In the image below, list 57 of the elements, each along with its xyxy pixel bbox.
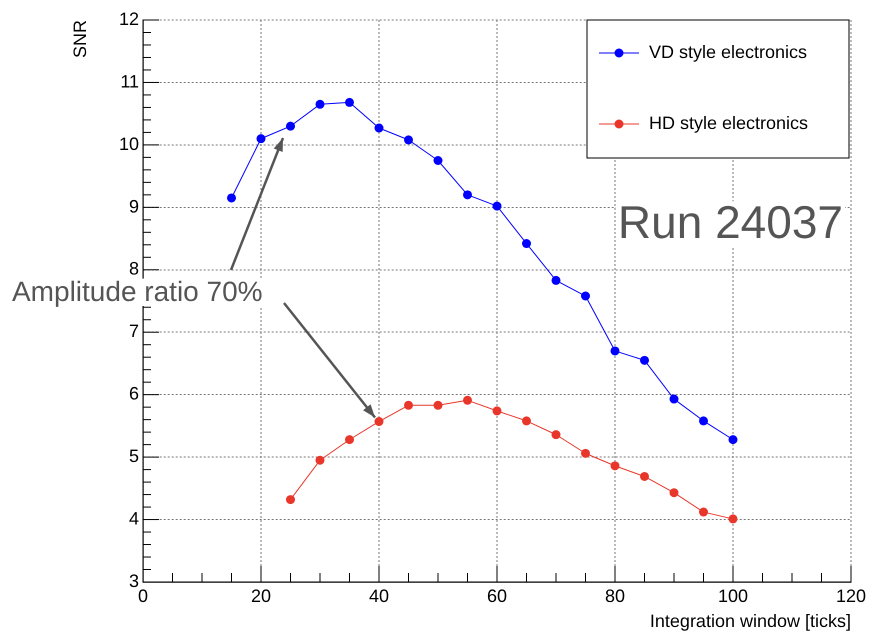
point — [610, 346, 620, 356]
point — [256, 134, 266, 144]
y-tick-label: 4 — [128, 508, 139, 529]
annotation: Amplitude ratio 70% — [12, 276, 263, 307]
point — [699, 508, 708, 517]
point — [522, 239, 531, 248]
legend-label: HD style electronics — [649, 112, 808, 133]
point — [286, 495, 295, 504]
x-tick-label: 60 — [486, 586, 508, 606]
y-tick-label: 10 — [118, 134, 139, 154]
point — [404, 400, 413, 410]
point — [463, 396, 472, 405]
point — [670, 394, 678, 404]
point — [404, 135, 413, 144]
point — [316, 100, 324, 109]
annotation: Run 24037 — [618, 196, 843, 248]
point — [670, 488, 678, 498]
y-tick-label: 9 — [128, 196, 139, 216]
y-tick-label: 5 — [128, 446, 139, 466]
point — [286, 122, 295, 131]
y-axis-title: SNR — [70, 20, 90, 58]
point — [640, 356, 649, 365]
point — [581, 292, 590, 301]
y-tick-label: 12 — [118, 8, 139, 29]
x-tick-label: 100 — [718, 586, 748, 606]
point — [728, 514, 738, 524]
x-tick-label: 0 — [138, 586, 148, 606]
point — [374, 124, 384, 133]
point — [610, 461, 620, 470]
x-tick-label: 80 — [604, 586, 626, 606]
x-axis-title: Integration window [ticks] — [650, 611, 851, 632]
point — [522, 416, 531, 426]
point — [345, 98, 354, 107]
x-tick-label: 40 — [368, 586, 390, 606]
point — [552, 430, 560, 440]
y-tick-label: 6 — [128, 384, 139, 404]
x-tick-label: 120 — [836, 586, 866, 606]
point — [374, 417, 384, 426]
x-tick-label: 20 — [250, 586, 272, 606]
point — [434, 156, 442, 165]
legend-label: VD style electronics — [649, 42, 808, 62]
point — [492, 202, 502, 211]
y-tick-label: 11 — [120, 71, 139, 92]
point — [492, 406, 502, 416]
point — [581, 448, 590, 458]
point — [728, 435, 738, 444]
y-tick-label: 3 — [128, 570, 139, 591]
y-tick-label: 7 — [128, 321, 139, 342]
point — [227, 193, 236, 202]
point — [640, 472, 649, 481]
point — [463, 190, 472, 200]
point — [434, 400, 442, 410]
point — [699, 416, 708, 426]
y-tick-label: 8 — [128, 258, 139, 279]
point — [345, 435, 354, 444]
point — [316, 456, 324, 465]
point — [552, 276, 560, 285]
